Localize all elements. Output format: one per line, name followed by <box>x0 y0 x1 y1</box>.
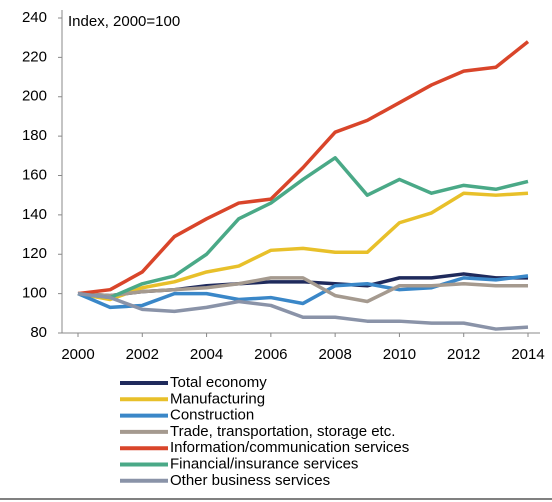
y-tick-label: 200 <box>22 88 47 105</box>
legend-label: Financial/insurance services <box>170 455 358 472</box>
y-tick-label: 100 <box>22 285 47 302</box>
x-tick-label: 2006 <box>254 346 287 363</box>
y-tick-label: 180 <box>22 127 47 144</box>
legend-label: Manufacturing <box>170 390 265 407</box>
y-tick-label: 140 <box>22 206 47 223</box>
x-tick-label: 2002 <box>126 346 159 363</box>
series-line <box>77 276 528 304</box>
legend-label: Total economy <box>170 374 267 391</box>
y-tick-label: 160 <box>22 166 47 183</box>
y-tick-label: 240 <box>22 9 47 26</box>
y-tick-label: 220 <box>22 48 47 65</box>
series-line <box>77 191 529 302</box>
x-tick-label: 2012 <box>447 346 480 363</box>
series-line <box>77 156 529 300</box>
series-line <box>77 291 529 331</box>
x-tick-label: 2004 <box>190 346 223 363</box>
x-tick-label: 2010 <box>383 346 416 363</box>
legend-label: Other business services <box>170 472 330 489</box>
legend-label: Construction <box>170 407 254 424</box>
y-tick-label: 80 <box>30 324 47 341</box>
x-tick-label: 2008 <box>318 346 351 363</box>
y-tick-label: 120 <box>22 245 47 262</box>
x-tick-label: 2014 <box>511 346 544 363</box>
y-axis-label: Index, 2000=100 <box>68 13 180 30</box>
legend-label: Information/communication services <box>170 439 409 456</box>
series-line <box>77 274 529 310</box>
series-line <box>77 40 530 296</box>
legend-label: Trade, transportation, storage etc. <box>170 423 395 440</box>
x-tick-label: 2000 <box>61 346 94 363</box>
